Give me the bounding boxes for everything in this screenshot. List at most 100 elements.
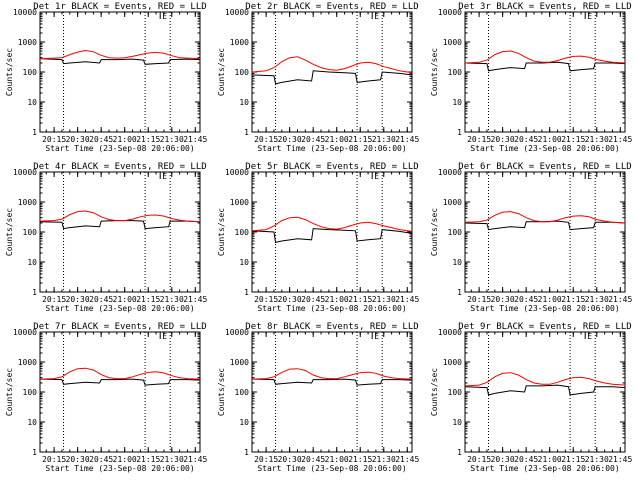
x-tick-label: 21:00 — [325, 295, 349, 304]
chart-panel-5: Det 5r BLACK = Events, RED = LLD 1 10 100 10… — [217, 162, 420, 313]
y-axis-label: Counts/sec — [430, 368, 439, 416]
events-series-line — [251, 228, 413, 244]
x-axis-label: Start Time (23-Sep-08 20:06:00) — [45, 144, 194, 153]
x-tick-label: 20:30 — [491, 135, 515, 144]
chart-panel-6: Det 6r BLACK = Events, RED = LLD 1 10 100 10… — [430, 162, 633, 313]
y-tick-label: 1 — [32, 448, 37, 457]
lld-series-line — [39, 210, 201, 223]
events-series-line — [251, 378, 413, 386]
events-series-line — [464, 384, 626, 396]
events-series-line — [464, 220, 626, 231]
y-tick-label: 1 — [244, 448, 249, 457]
chart-title: Det 8r BLACK = Events, RED = LLD — [245, 322, 418, 332]
x-tick-label: 20:30 — [66, 135, 90, 144]
x-tick-label: 21:45 — [183, 455, 207, 464]
y-tick-label: 10 — [239, 258, 249, 267]
y-tick-label: 100 — [448, 388, 463, 397]
y-tick-label: 10000 — [438, 8, 462, 17]
x-tick-label: 21:15 — [136, 295, 160, 304]
y-tick-label: 1000 — [443, 38, 462, 47]
chart-panel-1: Det 1r BLACK = Events, RED = LLD 1 10 100 10… — [5, 2, 208, 153]
x-tick-label: 20:30 — [278, 295, 302, 304]
y-tick-label: 10000 — [225, 328, 249, 337]
x-tick-label: 21:45 — [395, 455, 419, 464]
y-tick-label: 10000 — [13, 168, 37, 177]
y-tick-label: 1000 — [230, 38, 249, 47]
x-tick-label: 20:15 — [467, 455, 491, 464]
y-tick-label: 10000 — [438, 168, 462, 177]
x-tick-label: 21:00 — [113, 455, 137, 464]
x-tick-label: 21:30 — [585, 135, 609, 144]
lld-series-line — [464, 372, 626, 387]
x-axis-label: Start Time (23-Sep-08 20:06:00) — [470, 144, 619, 153]
x-tick-label: 21:00 — [113, 295, 137, 304]
events-series-line — [39, 220, 201, 230]
y-axis-label: Counts/sec — [5, 48, 14, 96]
e-marker-label: E — [374, 172, 379, 181]
y-tick-label: 10 — [27, 98, 37, 107]
y-tick-label: 1000 — [18, 38, 37, 47]
chart-title: Det 2r BLACK = Events, RED = LLD — [245, 2, 418, 12]
y-tick-label: 1 — [32, 288, 37, 297]
events-series-line — [39, 58, 201, 65]
lld-series-line — [464, 50, 626, 64]
x-tick-label: 21:00 — [113, 135, 137, 144]
events-series-line — [39, 378, 201, 386]
x-tick-label: 21:00 — [538, 455, 562, 464]
x-tick-label: 20:30 — [278, 455, 302, 464]
x-tick-label: 21:00 — [325, 455, 349, 464]
x-tick-label: 20:45 — [89, 295, 113, 304]
y-tick-label: 10 — [27, 418, 37, 427]
x-tick-label: 21:30 — [160, 295, 184, 304]
x-tick-label: 21:45 — [608, 455, 632, 464]
y-axis-label: Counts/sec — [430, 208, 439, 256]
x-tick-label: 20:45 — [89, 135, 113, 144]
e-marker-label: E — [162, 332, 167, 341]
lld-series-line — [251, 368, 413, 380]
y-tick-label: 1000 — [230, 198, 249, 207]
x-axis-label: Start Time (23-Sep-08 20:06:00) — [257, 304, 406, 313]
y-tick-label: 10 — [239, 98, 249, 107]
x-axis-label: Start Time (23-Sep-08 20:06:00) — [470, 464, 619, 473]
x-tick-label: 21:15 — [348, 135, 372, 144]
chart-title: Det 5r BLACK = Events, RED = LLD — [245, 162, 418, 172]
x-tick-label: 20:15 — [42, 455, 66, 464]
y-tick-label: 10 — [452, 258, 462, 267]
x-tick-label: 21:15 — [348, 295, 372, 304]
lld-series-line — [464, 211, 626, 224]
x-tick-label: 21:45 — [183, 135, 207, 144]
y-tick-label: 10000 — [225, 168, 249, 177]
x-tick-label: 21:00 — [538, 295, 562, 304]
x-axis-label: Start Time (23-Sep-08 20:06:00) — [45, 464, 194, 473]
y-tick-label: 1 — [32, 128, 37, 137]
x-tick-label: 21:00 — [538, 135, 562, 144]
x-tick-label: 20:15 — [254, 295, 278, 304]
x-tick-label: 21:15 — [561, 135, 585, 144]
y-tick-label: 100 — [23, 388, 38, 397]
y-tick-label: 100 — [23, 68, 38, 77]
lld-series-line — [251, 56, 413, 74]
y-tick-label: 1000 — [230, 358, 249, 367]
x-tick-label: 20:45 — [89, 455, 113, 464]
x-tick-label: 20:45 — [301, 135, 325, 144]
x-tick-label: 21:30 — [160, 135, 184, 144]
y-axis-label: Counts/sec — [430, 48, 439, 96]
e-marker-label: E — [587, 12, 592, 21]
chart-panel-4: Det 4r BLACK = Events, RED = LLD 1 10 100 10… — [5, 162, 208, 313]
lld-series-line — [39, 49, 201, 60]
y-tick-label: 10000 — [438, 328, 462, 337]
x-tick-label: 21:15 — [136, 135, 160, 144]
e-marker-label: E — [374, 332, 379, 341]
x-tick-label: 20:30 — [66, 455, 90, 464]
x-tick-label: 20:45 — [301, 455, 325, 464]
y-tick-label: 10000 — [13, 328, 37, 337]
y-axis-label: Counts/sec — [5, 208, 14, 256]
x-tick-label: 21:45 — [395, 295, 419, 304]
x-tick-label: 21:45 — [608, 135, 632, 144]
y-tick-label: 1 — [244, 288, 249, 297]
y-axis-label: Counts/sec — [217, 208, 226, 256]
lld-series-line — [251, 216, 413, 232]
chart-panel-9: Det 9r BLACK = Events, RED = LLD 1 10 100 10… — [430, 322, 633, 473]
x-tick-label: 20:45 — [514, 295, 538, 304]
